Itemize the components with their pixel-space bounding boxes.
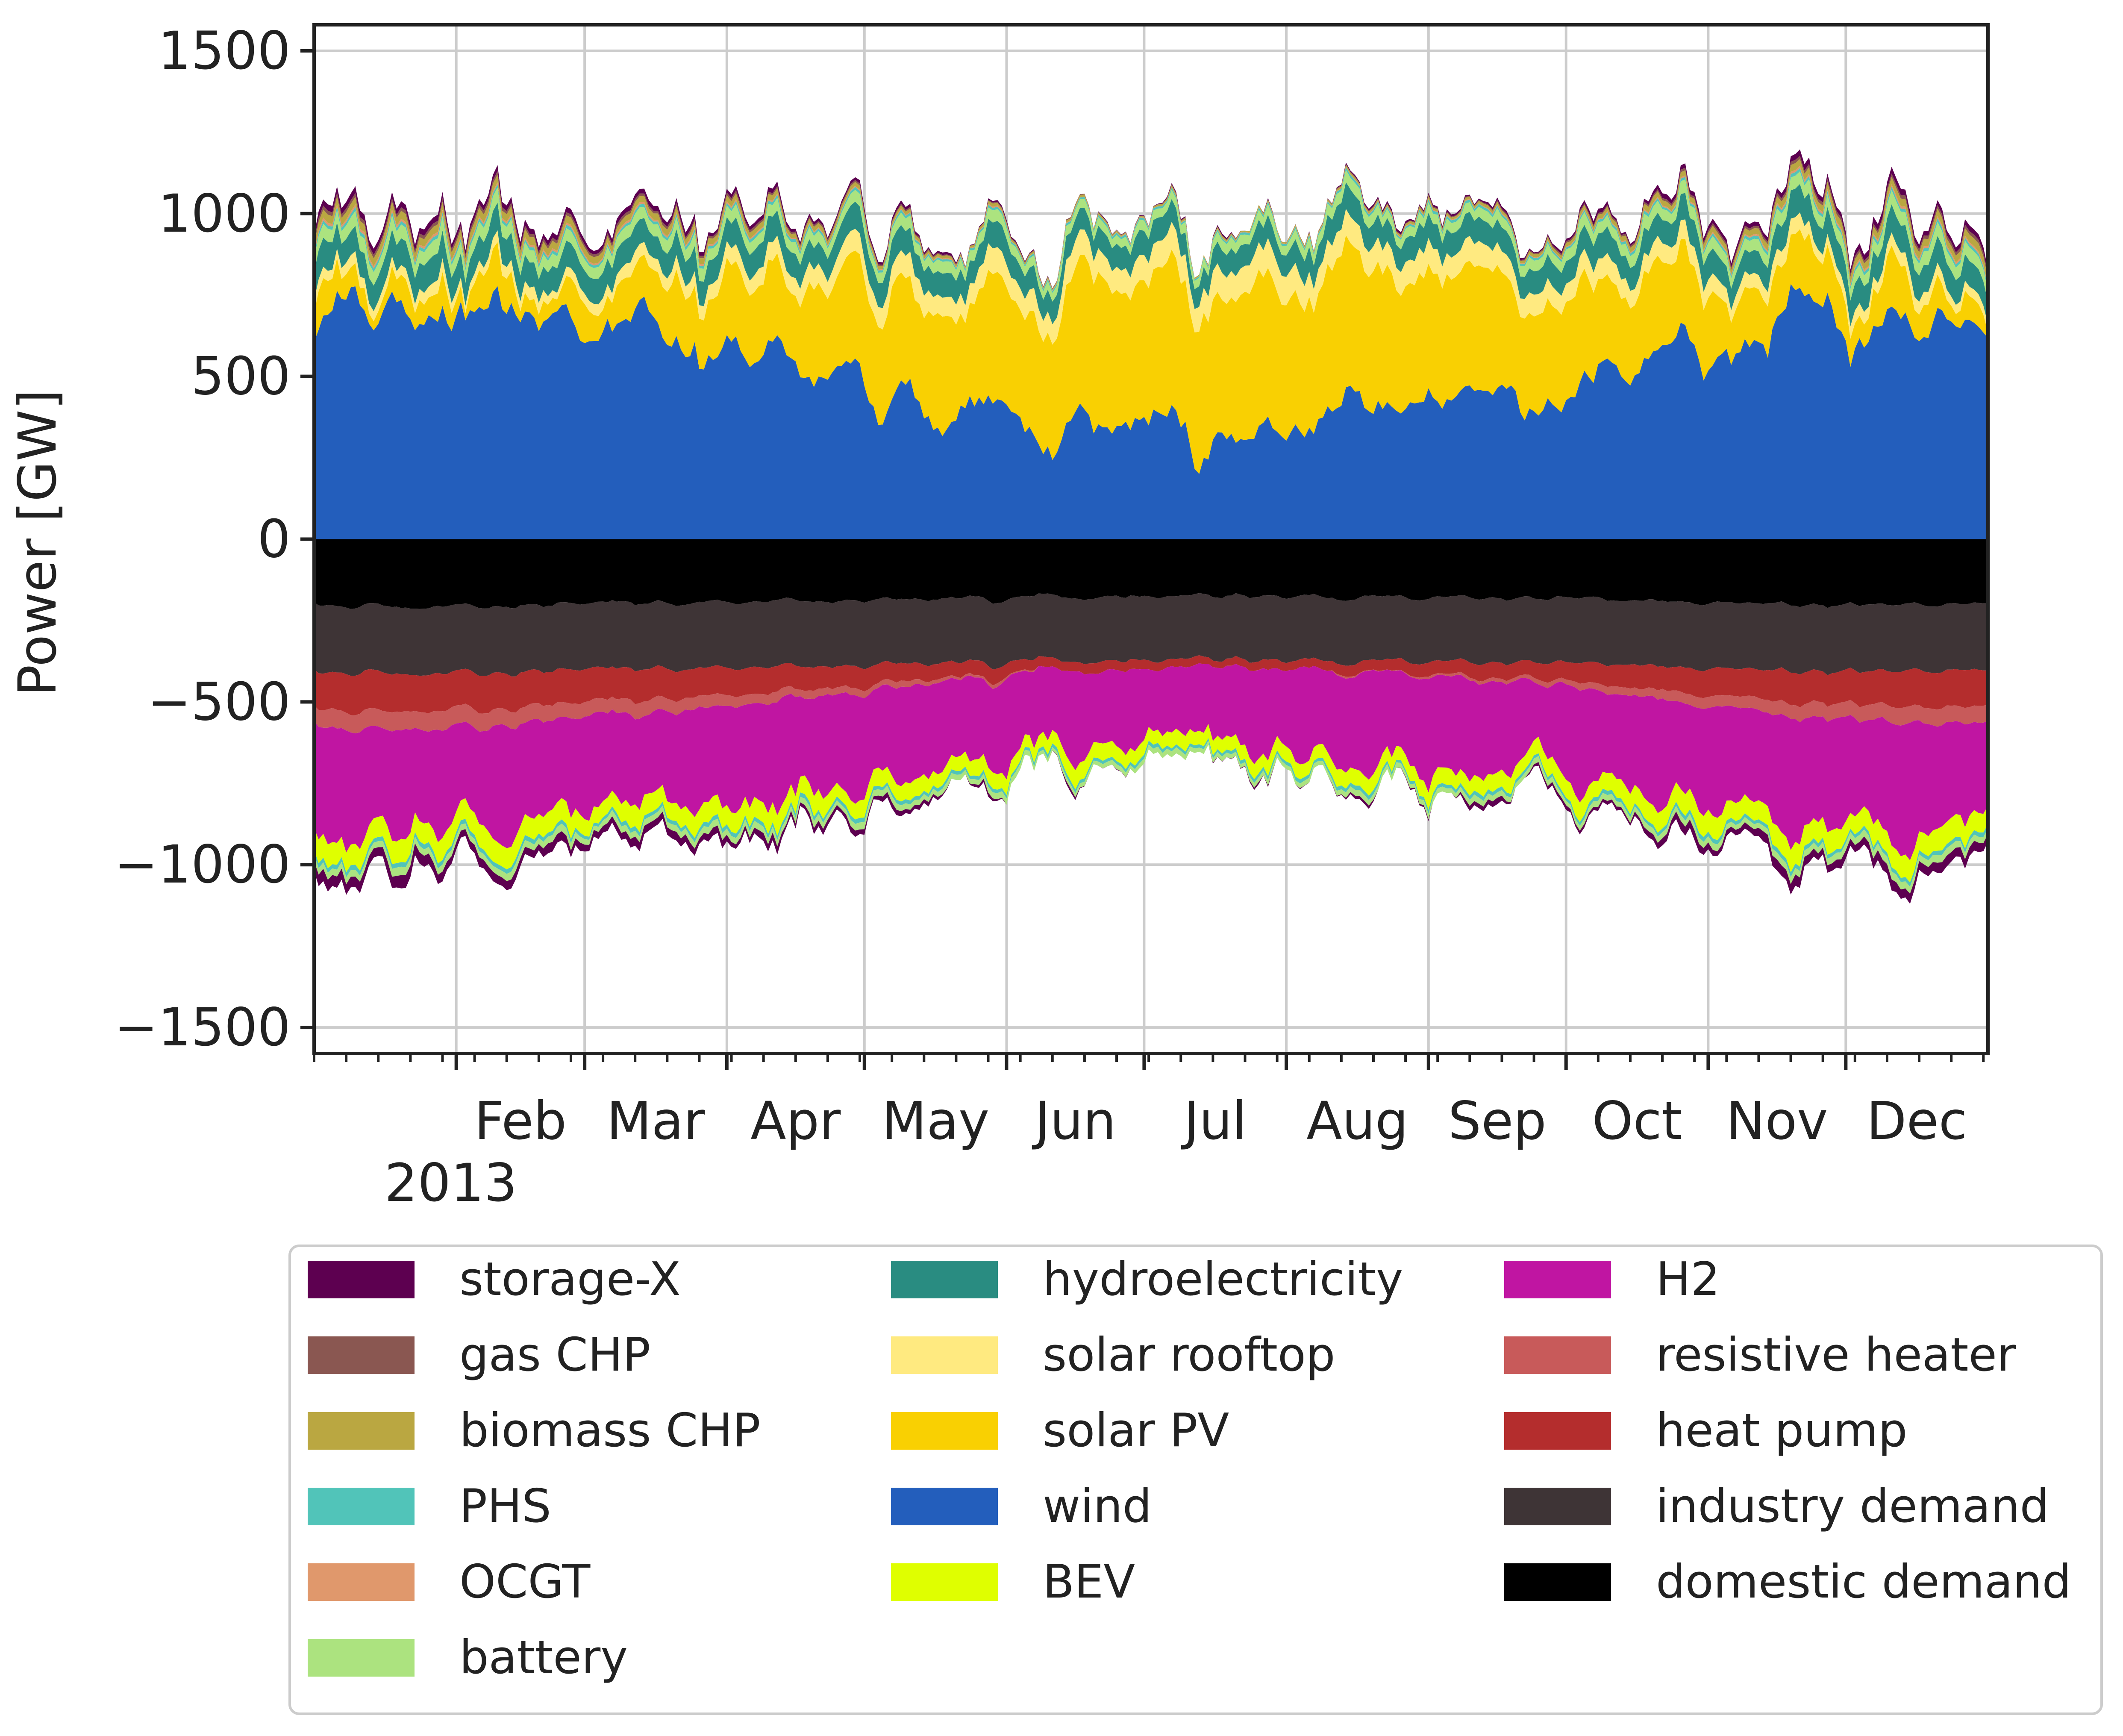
legend-hydroelectricity-label: hydroelectricity — [1043, 1253, 1403, 1306]
x-axis-year-label: 2013 — [385, 1153, 517, 1213]
legend-resistive-heater-swatch — [1504, 1336, 1611, 1374]
area-demand-heat-pump — [314, 655, 1988, 715]
legend-h2-label: H2 — [1656, 1253, 1720, 1306]
legend-solar-pv-swatch — [891, 1412, 998, 1450]
area-demand-h2 — [314, 663, 1988, 861]
y-axis-label: Power [GW] — [7, 389, 68, 696]
x-tick-label: Oct — [1592, 1091, 1682, 1151]
legend-heat-pump-label: heat pump — [1656, 1404, 1908, 1457]
area-supply-solar-pv — [314, 229, 1988, 474]
area-demand-resistive-heater — [314, 663, 1988, 733]
x-tick-label: Mar — [606, 1091, 705, 1151]
area-demand-battery — [314, 741, 1988, 894]
legend-resistive-heater-label: resistive heater — [1656, 1328, 2016, 1382]
x-tick-label: May — [882, 1091, 989, 1151]
legend-biomass-chp-label: biomass CHP — [459, 1404, 761, 1457]
legend-industry-demand-swatch — [1504, 1488, 1611, 1525]
x-tick-label: Feb — [474, 1091, 567, 1151]
area-demand-bev — [314, 724, 1988, 883]
legend-solar-pv-label: solar PV — [1043, 1404, 1229, 1457]
y-tick-label: 0 — [257, 509, 291, 570]
legend: storage-X gas CHP biomass CHP PHS OCGT batter… — [288, 1245, 2103, 1715]
legend-heat-pump-swatch — [1504, 1412, 1611, 1450]
legend-frame — [288, 1245, 2103, 1715]
legend-battery-swatch — [308, 1639, 415, 1677]
area-demand-domestic-demand — [314, 539, 1988, 609]
legend-bev-label: BEV — [1043, 1555, 1135, 1609]
x-tick-label: Jul — [1181, 1091, 1247, 1151]
x-tick-label: Sep — [1448, 1091, 1547, 1151]
legend-storage-x-label: storage-X — [459, 1253, 681, 1306]
legend-phs-swatch — [308, 1488, 415, 1525]
y-tick-label: −1500 — [114, 997, 291, 1058]
legend-ocgt-label: OCGT — [459, 1555, 591, 1609]
area-demand-storage-x — [314, 744, 1988, 904]
y-tick-label: 1500 — [158, 21, 291, 81]
area-supply-solar-rooftop — [314, 209, 1988, 345]
x-tick-label: Apr — [750, 1091, 841, 1151]
y-tick-label: 500 — [191, 346, 291, 407]
legend-phs-label: PHS — [459, 1480, 551, 1533]
legend-bev-swatch — [891, 1563, 998, 1601]
legend-biomass-chp-swatch — [308, 1412, 415, 1450]
legend-battery-label: battery — [459, 1631, 628, 1684]
legend-storage-x-swatch — [308, 1261, 415, 1298]
x-tick-label: Jun — [1032, 1091, 1116, 1151]
legend-solar-rooftop-swatch — [891, 1336, 998, 1374]
area-demand-industry-demand — [314, 593, 1988, 677]
y-tick-label: −1000 — [114, 834, 291, 895]
y-tick-label: 1000 — [158, 183, 291, 244]
legend-gas-chp-label: gas CHP — [459, 1328, 650, 1382]
x-tick-label: Aug — [1306, 1091, 1408, 1151]
legend-gas-chp-swatch — [308, 1336, 415, 1374]
x-tick-label: Dec — [1867, 1091, 1967, 1151]
legend-domestic-demand-swatch — [1504, 1563, 1611, 1601]
legend-wind-swatch — [891, 1488, 998, 1525]
y-tick-label: −500 — [147, 671, 291, 732]
legend-solar-rooftop-label: solar rooftop — [1043, 1328, 1335, 1382]
legend-industry-demand-label: industry demand — [1656, 1480, 2049, 1533]
legend-ocgt-swatch — [308, 1563, 415, 1601]
legend-hydroelectricity-swatch — [891, 1261, 998, 1298]
legend-wind-label: wind — [1043, 1480, 1152, 1533]
x-tick-label: Nov — [1726, 1091, 1828, 1151]
area-supply-wind — [314, 284, 1988, 539]
axes: −1500 −1000 −500 0 500 1000 1500 Feb Mar Apr May Ju… — [114, 21, 1990, 1151]
legend-h2-swatch — [1504, 1261, 1611, 1298]
stacked-areas — [314, 149, 1988, 904]
legend-domestic-demand-label: domestic demand — [1656, 1555, 2071, 1609]
